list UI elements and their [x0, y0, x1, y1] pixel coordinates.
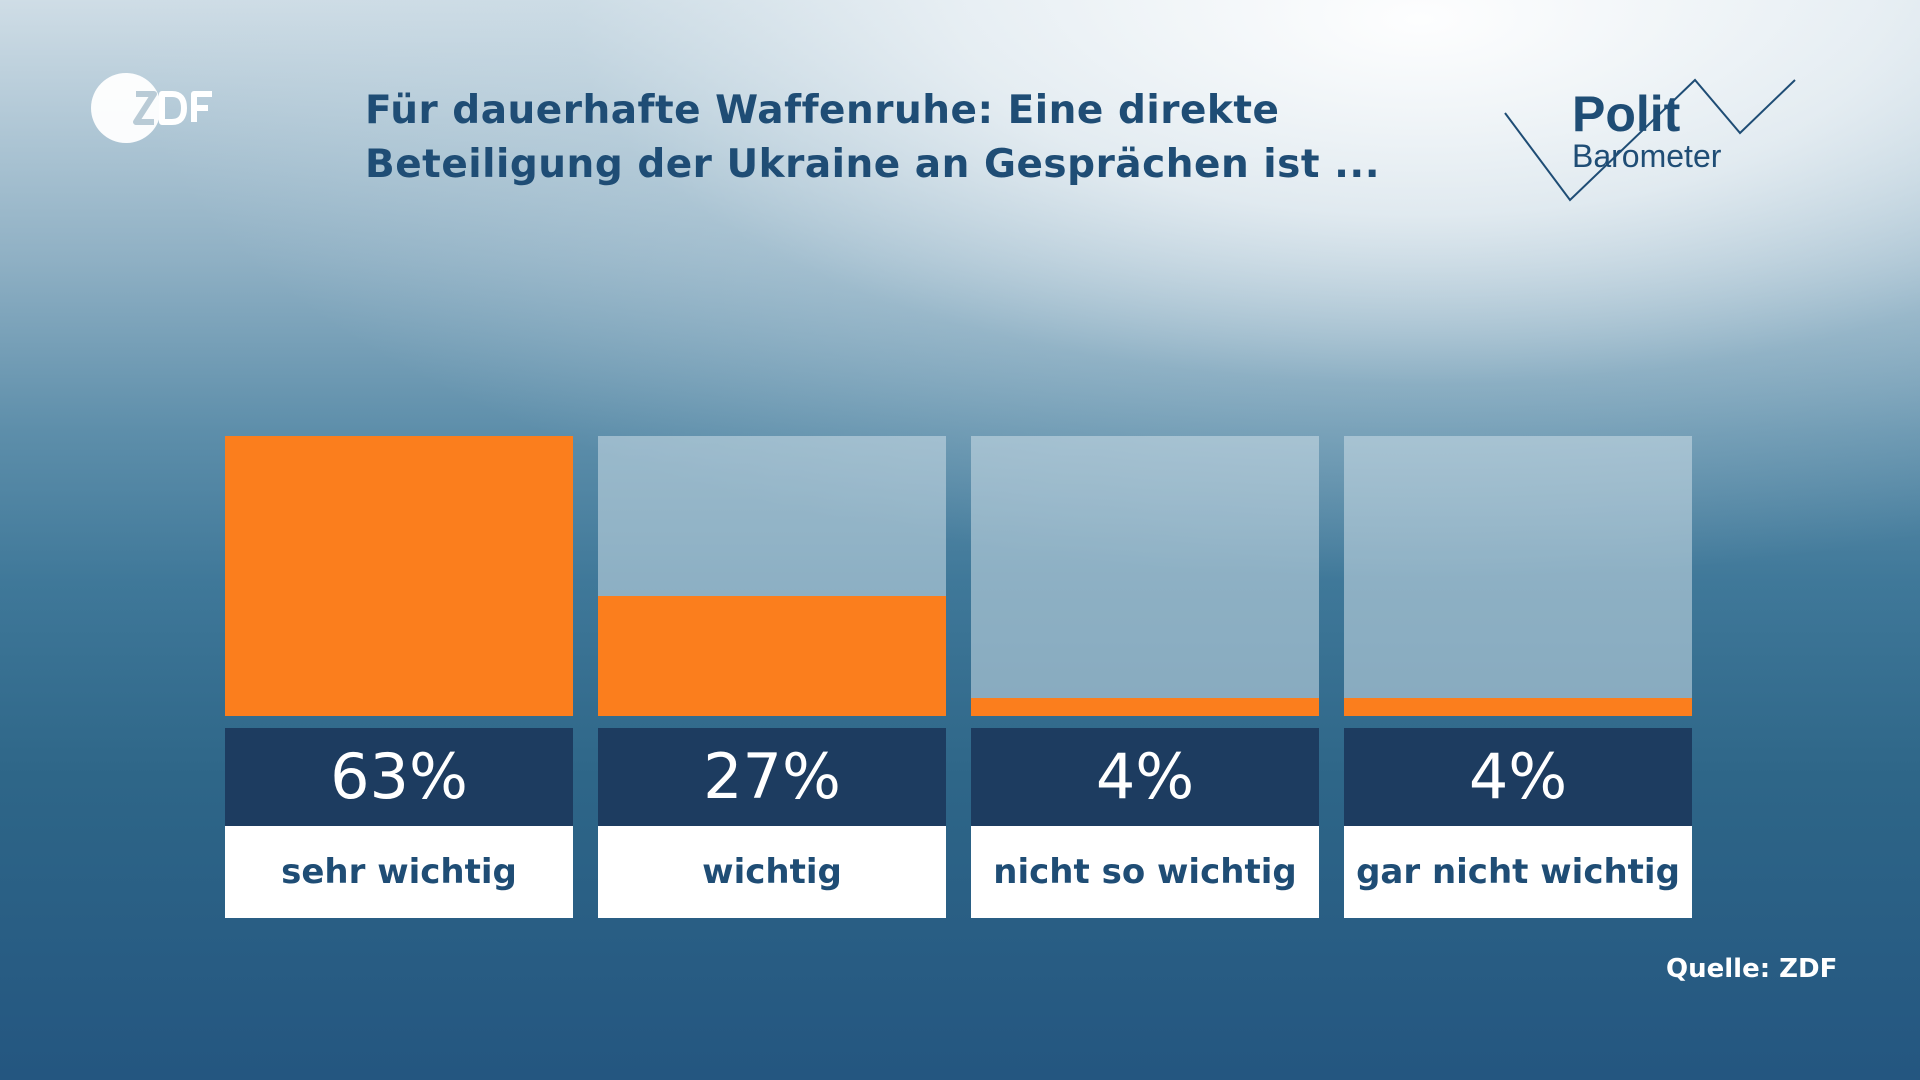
category-label: gar nicht wichtig [1344, 826, 1692, 918]
category-label: wichtig [598, 826, 946, 918]
bar [1344, 698, 1692, 716]
politbarometer-logo: Polit Barometer [1500, 75, 1800, 205]
bar-column-3: 4% nicht so wichtig [971, 436, 1319, 918]
bar [971, 698, 1319, 716]
bar-column-1: 63% sehr wichtig [225, 436, 573, 918]
category-label: nicht so wichtig [971, 826, 1319, 918]
zdf-logo [90, 72, 230, 144]
title-line-1: Für dauerhafte Waffenruhe: Eine direkte [365, 88, 1280, 133]
title-line-2: Beteiligung der Ukraine an Gesprächen is… [365, 142, 1381, 187]
source-note: Quelle: ZDF [1666, 954, 1838, 984]
bar-track [1344, 436, 1692, 716]
category-label: sehr wichtig [225, 826, 573, 918]
polit-text: Polit [1572, 86, 1681, 142]
bar-track [971, 436, 1319, 716]
data-label: 4% [971, 728, 1319, 826]
bar-column-4: 4% gar nicht wichtig [1344, 436, 1692, 918]
chart-title: Für dauerhafte Waffenruhe: Eine direkte … [365, 84, 1381, 192]
bar-column-2: 27% wichtig [598, 436, 946, 918]
data-label: 4% [1344, 728, 1692, 826]
barometer-text: Barometer [1572, 138, 1722, 174]
data-label: 63% [225, 728, 573, 826]
bar-track [225, 436, 573, 716]
data-label: 27% [598, 728, 946, 826]
bar [598, 596, 946, 716]
bar [225, 436, 573, 716]
bar-track [598, 436, 946, 716]
